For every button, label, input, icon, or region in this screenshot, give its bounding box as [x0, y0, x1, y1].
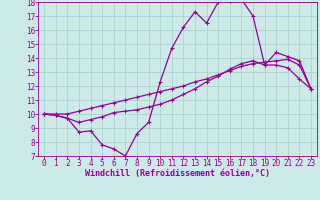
X-axis label: Windchill (Refroidissement éolien,°C): Windchill (Refroidissement éolien,°C) — [85, 169, 270, 178]
